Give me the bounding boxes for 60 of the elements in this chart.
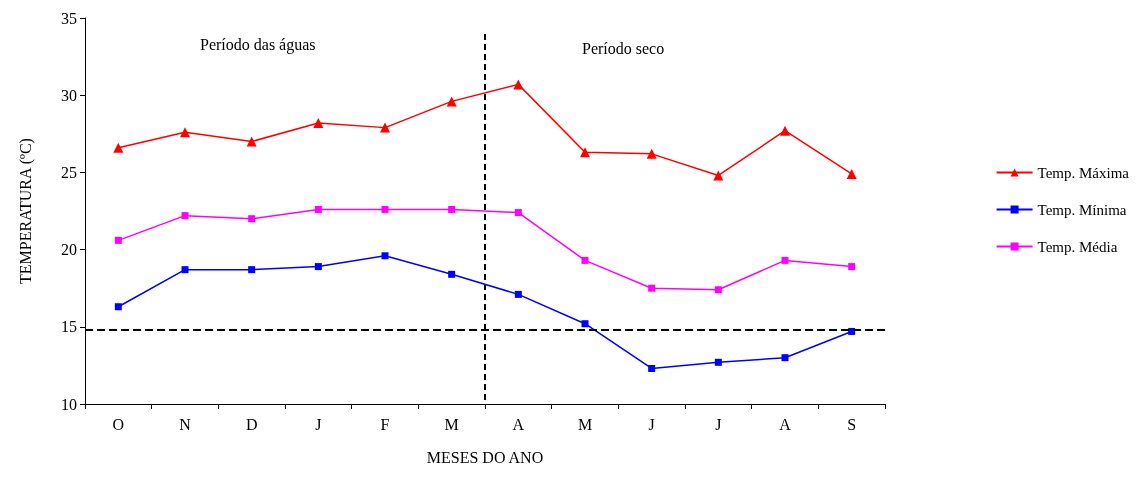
point [381, 205, 389, 213]
point [580, 147, 590, 158]
point [514, 290, 522, 298]
x-tick-label: O [112, 415, 125, 433]
point [781, 354, 789, 362]
legend-label: Temp. Máxima [1037, 164, 1130, 181]
point [648, 284, 656, 292]
point [646, 148, 657, 159]
point [381, 252, 389, 260]
point [713, 170, 724, 181]
legend-label: Temp. Média [1037, 238, 1118, 255]
point [714, 286, 722, 294]
y-tick-label: 35 [61, 9, 77, 27]
x-tick-label: M [577, 415, 593, 433]
point [448, 270, 456, 278]
x-tick-label: N [179, 415, 192, 433]
x-tick-label: A [779, 415, 792, 433]
point [114, 236, 122, 244]
y-tick-label: 20 [61, 241, 77, 259]
annotation: Período das águas [200, 35, 316, 54]
point [513, 79, 524, 90]
point [314, 205, 322, 213]
x-tick-label: A [512, 415, 525, 433]
x-tick-label: F [380, 415, 390, 433]
y-tick-label: 15 [61, 318, 77, 336]
point [314, 263, 322, 271]
point [380, 122, 390, 133]
point [780, 125, 790, 136]
point [581, 320, 589, 328]
point [181, 212, 189, 220]
point [246, 136, 257, 147]
y-tick-label: 25 [61, 163, 77, 181]
x-tick-label: M [444, 415, 459, 433]
y-axis-title: TEMPERATURA (ºC) [16, 138, 35, 284]
point [448, 205, 456, 213]
point [114, 303, 122, 311]
y-tick-label: 10 [61, 395, 77, 413]
point [581, 256, 589, 264]
point [248, 266, 256, 274]
x-axis-title: MESES DO ANO [426, 448, 544, 466]
x-tick-label: J [715, 415, 722, 433]
legend-label: Temp. Mínima [1037, 201, 1127, 218]
point [113, 142, 124, 153]
point [446, 96, 457, 107]
point [848, 263, 856, 271]
x-tick-label: J [315, 415, 322, 433]
point [781, 256, 789, 264]
point [514, 209, 522, 217]
point [714, 358, 722, 366]
x-tick-label: S [847, 415, 857, 433]
point [180, 127, 190, 138]
point [248, 215, 256, 223]
y-tick-label: 30 [61, 86, 77, 104]
annotation: Período seco [582, 39, 665, 57]
point [648, 364, 656, 372]
point [181, 266, 189, 274]
x-tick-label: D [245, 415, 258, 433]
point [846, 168, 857, 179]
x-tick-label: J [648, 415, 655, 433]
point [313, 117, 324, 128]
